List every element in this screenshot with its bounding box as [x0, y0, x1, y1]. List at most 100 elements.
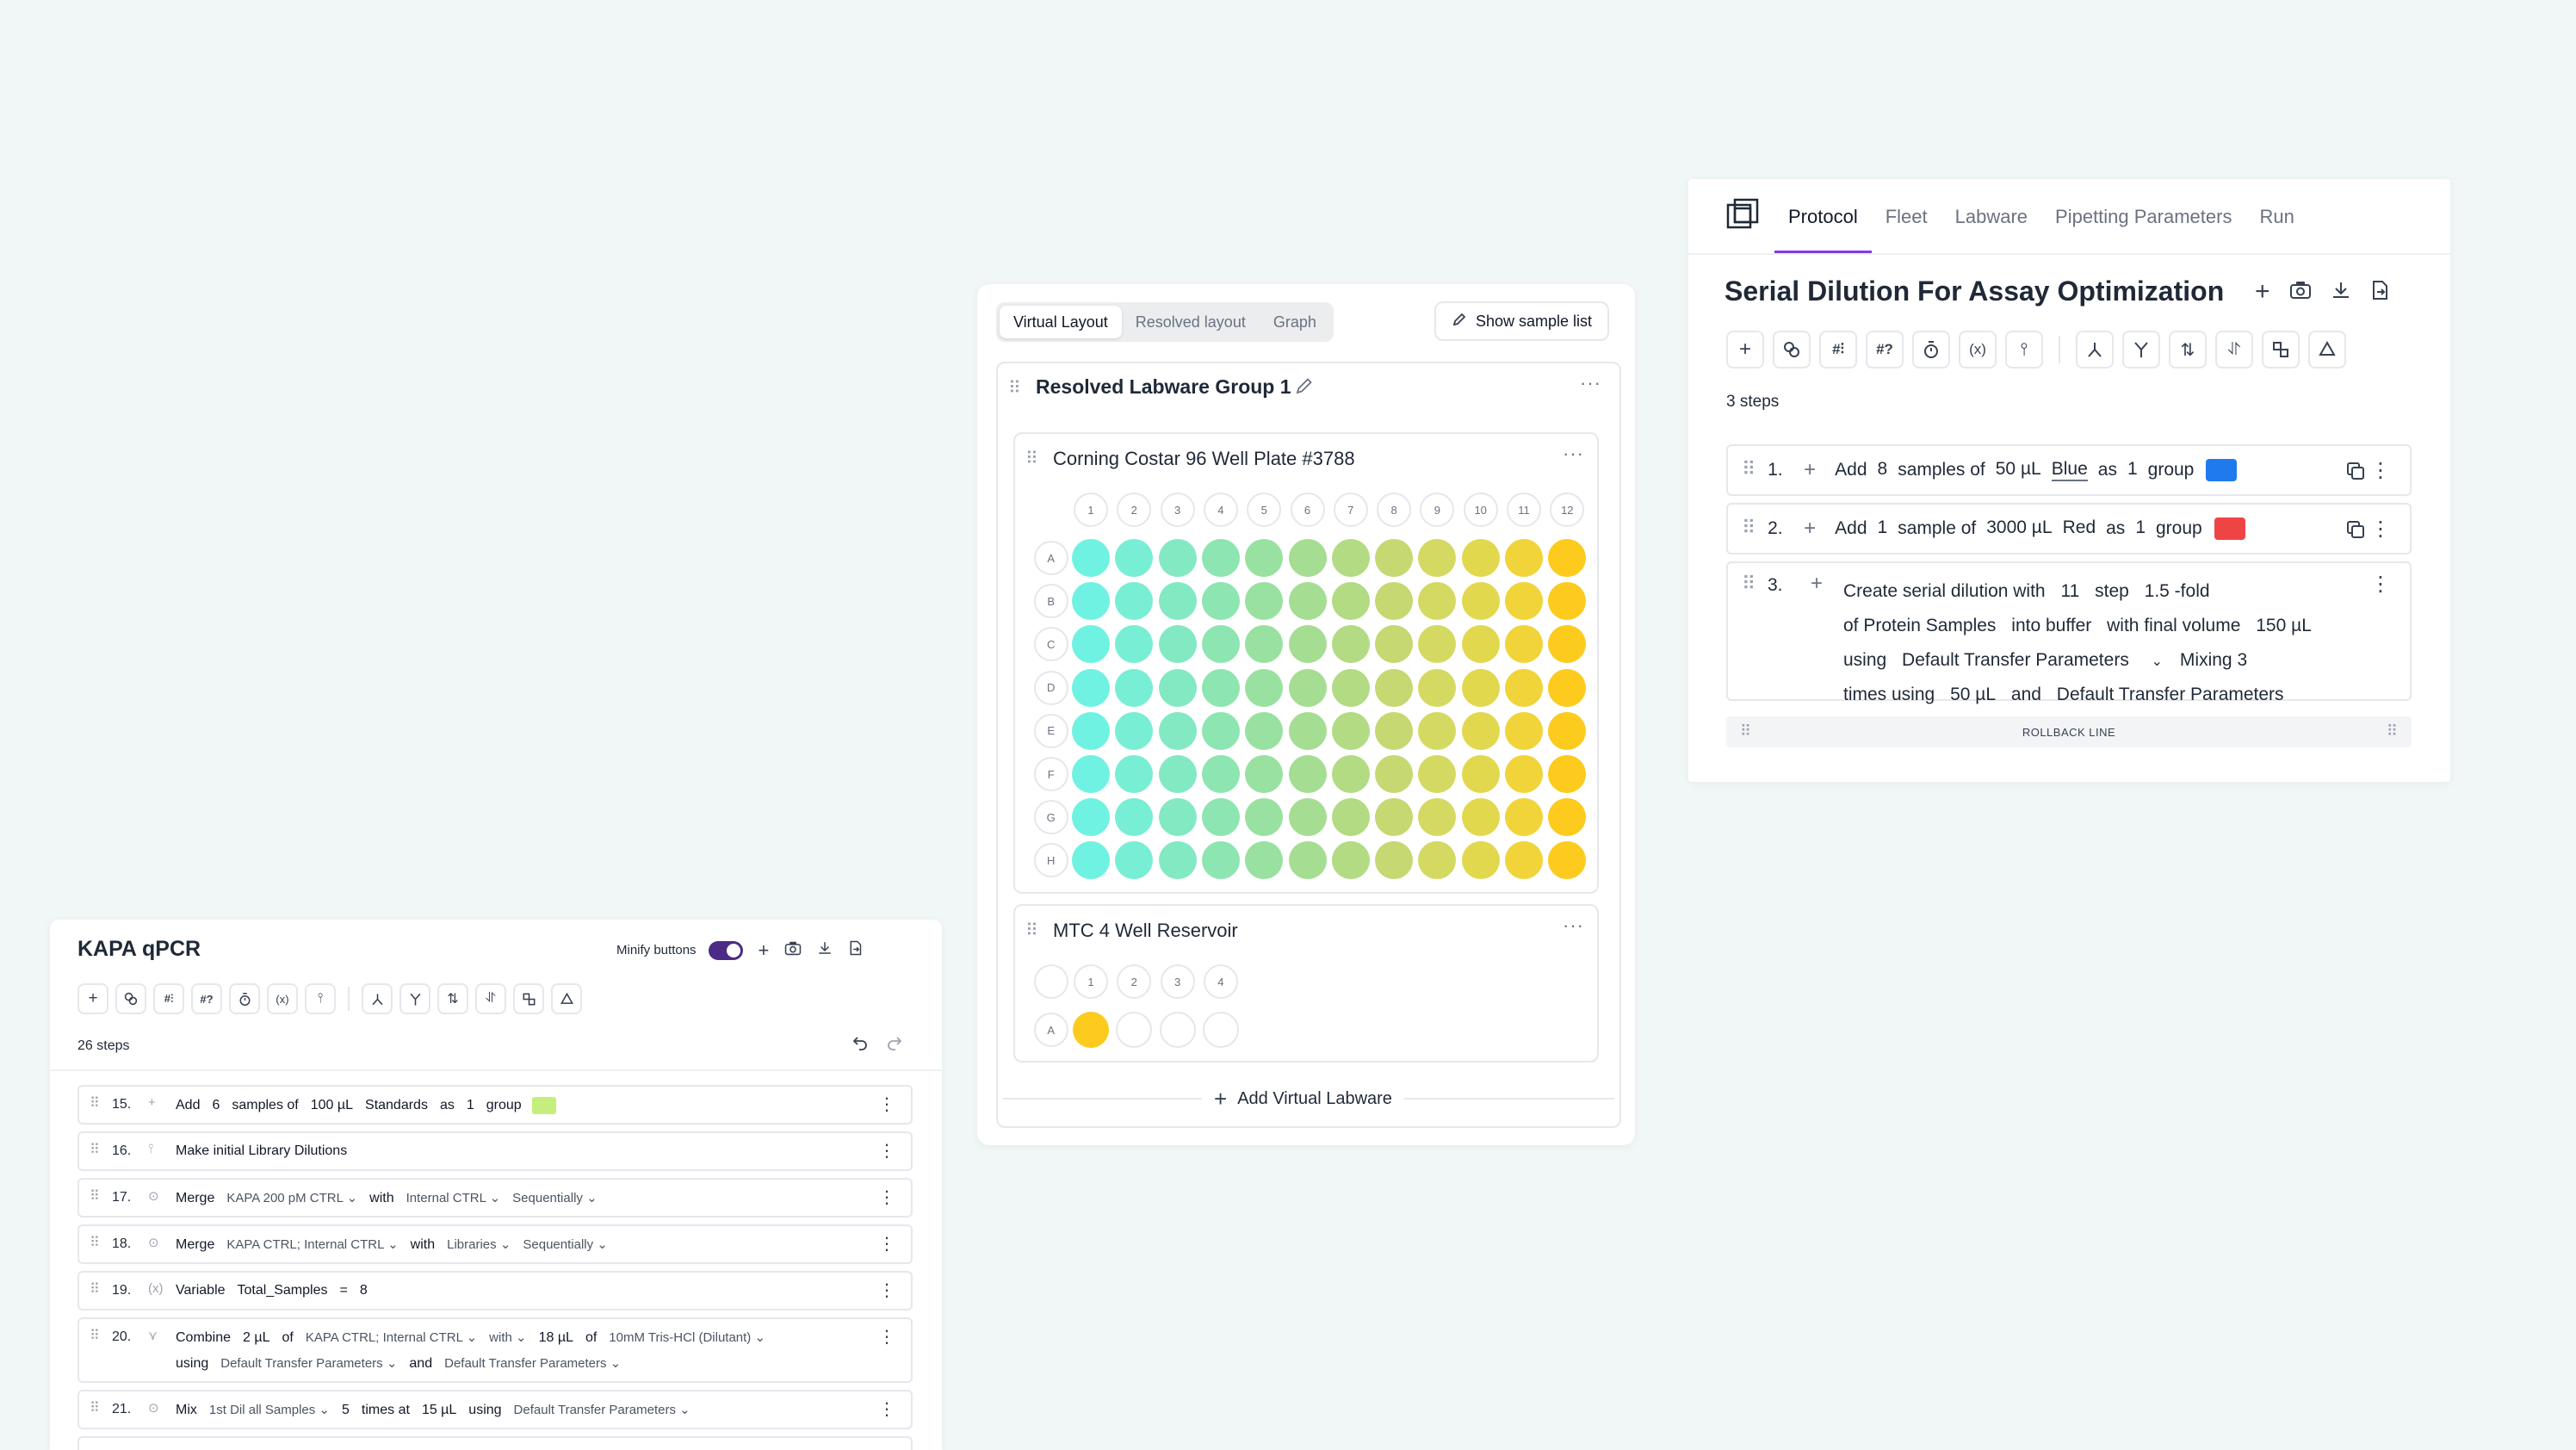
- well-G3[interactable]: [1158, 798, 1197, 837]
- well-A8[interactable]: [1375, 539, 1414, 577]
- well-C11[interactable]: [1505, 625, 1543, 664]
- well-G10[interactable]: [1461, 798, 1500, 837]
- well-F11[interactable]: [1505, 755, 1543, 793]
- color-swatch[interactable]: [531, 1097, 556, 1114]
- step-row[interactable]: ⠿ 3. + Create serial dilution with 11 st…: [1726, 561, 2412, 704]
- well-A11[interactable]: [1505, 539, 1543, 577]
- tab-labware[interactable]: Labware: [1954, 206, 2028, 227]
- well-D11[interactable]: [1505, 668, 1543, 707]
- well-E12[interactable]: [1548, 711, 1587, 750]
- samples-icon[interactable]: #⫶: [153, 983, 184, 1014]
- dropdown-select[interactable]: Default Transfer Parameters ⌄: [513, 1403, 690, 1417]
- step-row[interactable]: ⠿ 18. ⊙ Merge KAPA CTRL; Internal CTRL ⌄ with…: [77, 1224, 913, 1264]
- add-icon[interactable]: +: [1804, 517, 1817, 540]
- step-row[interactable]: ⠿ 21. ⊙ Mix 1st Dil all Samples ⌄ 5 times at 15…: [77, 1390, 913, 1429]
- well-H12[interactable]: [1548, 841, 1587, 880]
- mix-icon[interactable]: ⥯: [2215, 331, 2253, 369]
- samples-icon[interactable]: #⫶: [1819, 331, 1857, 369]
- row-label[interactable]: G: [1033, 800, 1068, 835]
- well-G6[interactable]: [1288, 798, 1327, 837]
- row-label[interactable]: F: [1033, 757, 1068, 791]
- more-vertical-icon[interactable]: ⋮: [878, 1142, 895, 1161]
- dilute-icon[interactable]: [2262, 331, 2300, 369]
- well-A9[interactable]: [1418, 539, 1457, 577]
- dropdown-select[interactable]: 10mM Tris-HCl (Dilutant) ⌄: [609, 1330, 766, 1345]
- transfer-icon[interactable]: ⇅: [2169, 331, 2207, 369]
- well-A2[interactable]: [1115, 539, 1154, 577]
- camera-icon[interactable]: [784, 941, 802, 960]
- more-vertical-icon[interactable]: ⋮: [2370, 573, 2391, 596]
- well-C7[interactable]: [1331, 625, 1370, 664]
- column-label[interactable]: 3: [1160, 964, 1195, 999]
- drag-handle-icon[interactable]: ⠿: [1025, 448, 1038, 468]
- well-C6[interactable]: [1288, 625, 1327, 664]
- split-icon[interactable]: [2076, 331, 2114, 369]
- drag-handle-icon[interactable]: ⠿: [1742, 573, 1756, 595]
- add-icon[interactable]: +: [758, 939, 770, 961]
- drag-handle-icon[interactable]: ⠿: [2386, 722, 2398, 740]
- drag-handle-icon[interactable]: ⠿: [90, 1187, 100, 1204]
- well-A1[interactable]: [1073, 1012, 1109, 1048]
- download-icon[interactable]: [817, 940, 833, 960]
- step-count-value[interactable]: 11: [2060, 581, 2080, 601]
- chevron-down-icon[interactable]: ⌄: [2151, 654, 2164, 669]
- well-F12[interactable]: [1548, 755, 1587, 793]
- well-D2[interactable]: [1115, 668, 1154, 707]
- column-label[interactable]: 2: [1117, 964, 1152, 999]
- column-label[interactable]: 1: [1074, 964, 1108, 999]
- split-icon[interactable]: [362, 983, 393, 1014]
- well-C12[interactable]: [1548, 625, 1587, 664]
- well-D3[interactable]: [1158, 668, 1197, 707]
- edit-icon[interactable]: [1294, 375, 1315, 400]
- well-F5[interactable]: [1245, 755, 1284, 793]
- well-D9[interactable]: [1418, 668, 1457, 707]
- redo-icon[interactable]: [887, 1035, 902, 1055]
- well-D5[interactable]: [1245, 668, 1284, 707]
- export-icon[interactable]: [2370, 280, 2389, 305]
- dropdown-select[interactable]: Sequentially ⌄: [523, 1237, 608, 1252]
- well-H4[interactable]: [1201, 841, 1240, 880]
- well-A7[interactable]: [1331, 539, 1370, 577]
- well-C10[interactable]: [1461, 625, 1500, 664]
- rollback-line[interactable]: ⠿ ROLLBACK LINE ⠿: [1726, 716, 2412, 747]
- sample-group[interactable]: of Protein Samples: [1843, 616, 1997, 635]
- well-B5[interactable]: [1245, 582, 1284, 621]
- well-C5[interactable]: [1245, 625, 1284, 664]
- step-row[interactable]: ⠿ 20. ⋎ Combine 2 µL of KAPA CTRL; Internal CT…: [77, 1317, 913, 1383]
- dropdown-select[interactable]: KAPA 200 pM CTRL ⌄: [226, 1191, 358, 1205]
- column-label[interactable]: 8: [1377, 493, 1412, 527]
- well-C2[interactable]: [1115, 625, 1154, 664]
- well-E4[interactable]: [1201, 711, 1240, 750]
- well-H7[interactable]: [1331, 841, 1370, 880]
- well-E9[interactable]: [1418, 711, 1457, 750]
- show-sample-list-button[interactable]: Show sample list: [1434, 301, 1610, 341]
- more-vertical-icon[interactable]: ⋮: [2370, 459, 2391, 482]
- well-F9[interactable]: [1418, 755, 1457, 793]
- well-A6[interactable]: [1288, 539, 1327, 577]
- well-H2[interactable]: [1115, 841, 1154, 880]
- duplicate-icon[interactable]: [2346, 462, 2365, 486]
- add-step-icon[interactable]: +: [77, 983, 108, 1014]
- well-G9[interactable]: [1418, 798, 1457, 837]
- transfer-icon[interactable]: ⇅: [437, 983, 468, 1014]
- merge-icon[interactable]: [115, 983, 146, 1014]
- tab-graph[interactable]: Graph: [1273, 313, 1316, 331]
- well-H6[interactable]: [1288, 841, 1327, 880]
- well-F1[interactable]: [1072, 755, 1110, 793]
- dropdown-select[interactable]: Default Transfer Parameters ⌄: [444, 1356, 622, 1371]
- well-A12[interactable]: [1548, 539, 1587, 577]
- well-A1[interactable]: [1072, 539, 1110, 577]
- sample-count[interactable]: 8: [1877, 459, 1888, 479]
- well-H5[interactable]: [1245, 841, 1284, 880]
- well-G8[interactable]: [1375, 798, 1414, 837]
- tab-fleet[interactable]: Fleet: [1885, 206, 1928, 227]
- dilute-icon[interactable]: [513, 983, 544, 1014]
- column-label[interactable]: 11: [1507, 493, 1541, 527]
- well-B9[interactable]: [1418, 582, 1457, 621]
- well-D12[interactable]: [1548, 668, 1587, 707]
- dropdown-select[interactable]: with ⌄: [489, 1330, 527, 1345]
- well-F4[interactable]: [1201, 755, 1240, 793]
- fold-value[interactable]: 1.5 -fold: [2144, 581, 2210, 601]
- well-F2[interactable]: [1115, 755, 1154, 793]
- well-A5[interactable]: [1245, 539, 1284, 577]
